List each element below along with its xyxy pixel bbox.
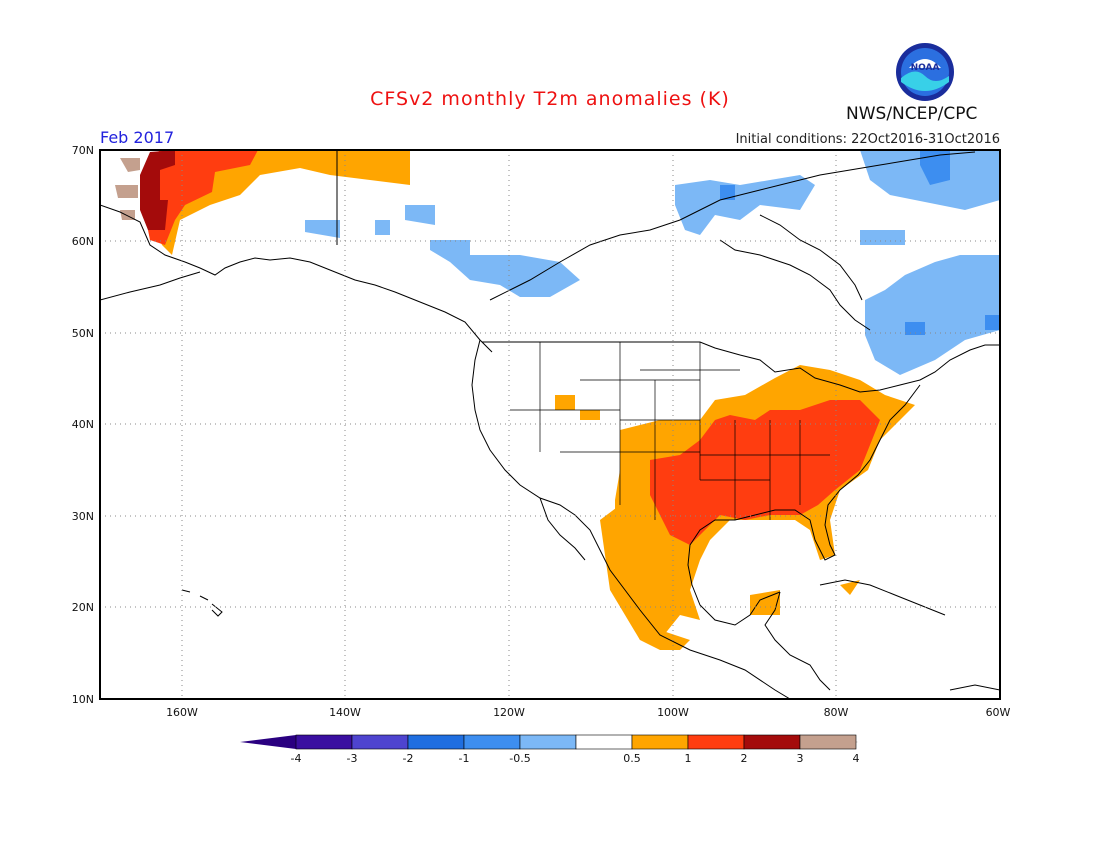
lat-label: 60N: [72, 235, 94, 248]
lon-label: 120W: [493, 706, 525, 719]
anomaly-region-mexico-warm: [555, 395, 860, 650]
colorbar-tick-label: -2: [403, 752, 414, 765]
anomaly-region-arctic-cold-strong: [720, 150, 950, 200]
lon-label: 60W: [986, 706, 1011, 719]
initial-conditions: Initial conditions: 22Oct2016-31Oct2016: [735, 132, 1000, 147]
colorbar-low-arrow: [240, 735, 296, 749]
lon-label: 80W: [824, 706, 849, 719]
colorbar-bin: [295, 734, 353, 750]
colorbar-tick-label: -3: [347, 752, 358, 765]
anomaly-region-quebec-cold: [860, 230, 1000, 375]
forecast-month: Feb 2017: [100, 128, 175, 147]
map-frame: [99, 149, 1001, 700]
lon-label: 140W: [329, 706, 361, 719]
lat-label: 30N: [72, 510, 94, 523]
coastlines: [100, 150, 1000, 699]
lon-label: 100W: [657, 706, 689, 719]
anomaly-region-alaska-warm: [150, 150, 410, 255]
noaa-logo: NOAA: [896, 43, 954, 101]
colorbar-bin: [351, 734, 409, 750]
lat-label: 40N: [72, 418, 94, 431]
colorbar-bin: [463, 734, 521, 750]
anomaly-region-alaska-extreme: [115, 158, 140, 220]
lat-label: 50N: [72, 327, 94, 340]
colorbar-bin: [407, 734, 465, 750]
colorbar-tick-label: -0.5: [509, 752, 530, 765]
gridlines: [100, 150, 1000, 699]
anomaly-region-alaska-very-strong: [140, 150, 175, 230]
agency-label: NWS/NCEP/CPC: [846, 104, 978, 124]
anomaly-region-us-warm-strong: [650, 400, 880, 545]
colorbar-tick-label: -4: [291, 752, 302, 765]
colorbar-tick-label: 1: [685, 752, 692, 765]
colorbar-bin: [687, 734, 745, 750]
colorbar-tick-label: 2: [741, 752, 748, 765]
lon-labels: 160W 140W 120W 100W 80W 60W: [166, 706, 1010, 719]
lat-label: 10N: [72, 693, 94, 706]
lat-label: 70N: [72, 144, 94, 157]
noaa-logo-text: NOAA: [911, 63, 940, 73]
colorbar-tick-label: 4: [853, 752, 860, 765]
lat-labels: 70N 60N 50N 40N 30N 20N 10N: [72, 144, 94, 706]
colorbar-bin: [519, 734, 577, 750]
anomaly-shading: [115, 150, 1000, 650]
colorbar-tick-label: 0.5: [623, 752, 641, 765]
colorbar: -4 -3 -2 -1 -0.5 0.5 1 2 3 4: [240, 734, 860, 765]
map-title: CFSv2 monthly T2m anomalies (K): [370, 88, 730, 110]
colorbar-bin: [743, 734, 801, 750]
colorbar-bin: [799, 734, 857, 750]
colorbar-bin: [631, 734, 689, 750]
lat-label: 20N: [72, 601, 94, 614]
anomaly-region-canada-cold-small: [305, 205, 435, 238]
anomaly-region-canada-cold-north: [675, 175, 815, 235]
anomaly-region-alaska-strong: [145, 150, 258, 245]
colorbar-tick-label: -1: [459, 752, 470, 765]
anomaly-region-quebec-cold-strong: [905, 315, 1000, 335]
lon-label: 160W: [166, 706, 198, 719]
colorbar-bin: [575, 734, 633, 750]
anomaly-region-canada-cold-west: [430, 240, 580, 297]
colorbar-tick-label: 3: [797, 752, 804, 765]
